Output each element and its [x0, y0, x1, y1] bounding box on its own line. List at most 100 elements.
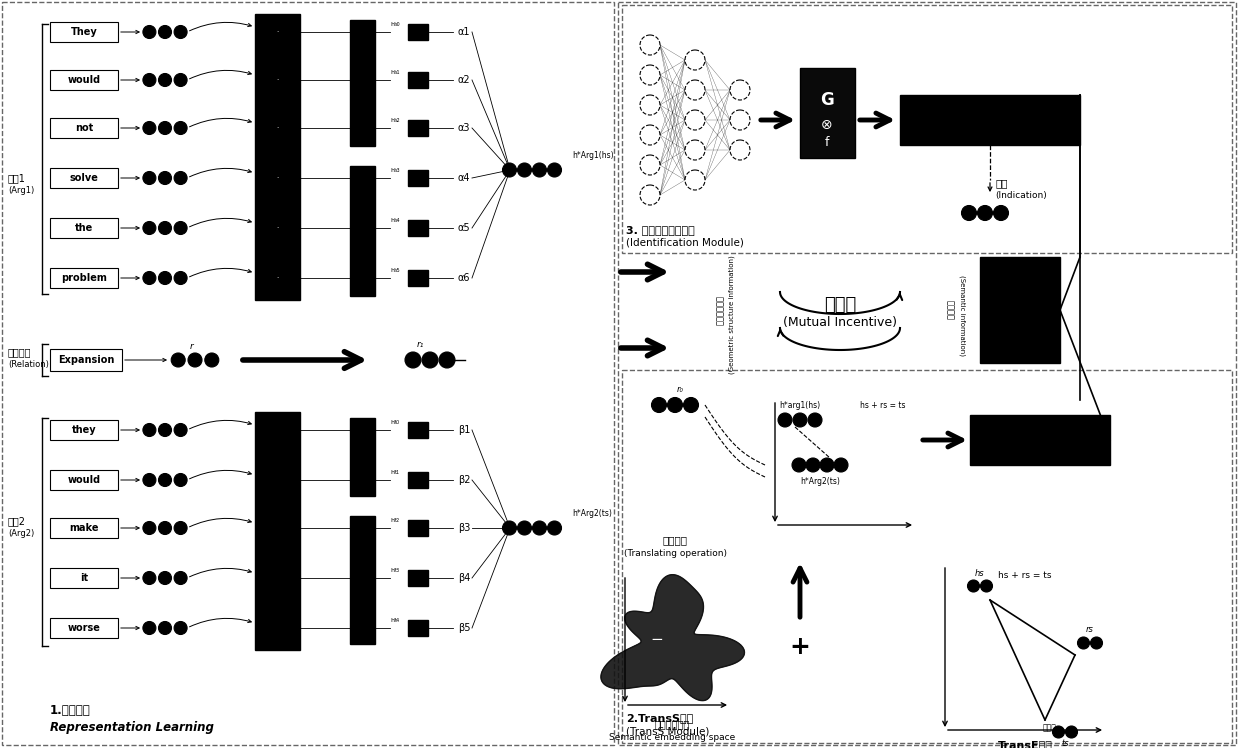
- Text: 篇章关系: 篇章关系: [7, 347, 31, 357]
- Text: the: the: [74, 223, 93, 233]
- Text: Expansion: Expansion: [58, 355, 114, 365]
- Text: solve: solve: [69, 173, 98, 183]
- Text: α3: α3: [458, 123, 470, 133]
- Bar: [618, 2, 1236, 745]
- Text: 语义信息: 语义信息: [945, 300, 955, 320]
- Circle shape: [143, 622, 156, 634]
- Bar: [350, 20, 374, 146]
- Circle shape: [159, 423, 171, 437]
- Text: h*Arg2(ts): h*Arg2(ts): [800, 476, 839, 485]
- Text: ·: ·: [275, 77, 278, 83]
- Text: β1: β1: [458, 425, 470, 435]
- Circle shape: [730, 110, 750, 130]
- Circle shape: [981, 580, 992, 592]
- Circle shape: [159, 571, 171, 584]
- Circle shape: [174, 622, 187, 634]
- Text: h': h': [391, 168, 396, 173]
- Bar: [622, 5, 1233, 253]
- Text: (Mutual Incentive): (Mutual Incentive): [782, 316, 897, 328]
- Circle shape: [1053, 726, 1064, 738]
- Circle shape: [174, 73, 187, 87]
- Circle shape: [806, 458, 820, 472]
- Text: r₀: r₀: [677, 384, 683, 393]
- Text: +: +: [790, 635, 811, 659]
- Bar: [50, 420, 118, 440]
- Text: (Identification Module): (Identification Module): [626, 237, 744, 247]
- Circle shape: [405, 352, 422, 368]
- Circle shape: [730, 80, 750, 100]
- Bar: [50, 618, 118, 638]
- Circle shape: [439, 352, 455, 368]
- Circle shape: [502, 163, 517, 177]
- Circle shape: [143, 272, 156, 284]
- Circle shape: [684, 50, 706, 70]
- Polygon shape: [601, 574, 744, 701]
- Circle shape: [640, 125, 660, 145]
- Bar: [408, 72, 428, 88]
- Text: h*arg1(hs): h*arg1(hs): [780, 400, 821, 409]
- Text: β2: β2: [458, 475, 470, 485]
- Bar: [408, 422, 428, 438]
- Text: β4: β4: [458, 573, 470, 583]
- Circle shape: [174, 171, 187, 185]
- Circle shape: [174, 473, 187, 486]
- Text: 2.TransS模块: 2.TransS模块: [626, 713, 693, 723]
- Bar: [408, 270, 428, 286]
- Circle shape: [517, 521, 532, 535]
- Text: ts: ts: [1061, 740, 1069, 748]
- Bar: [50, 568, 118, 588]
- Text: 1.表示学习: 1.表示学习: [50, 704, 91, 717]
- Text: f: f: [825, 135, 830, 149]
- Text: h*Arg1(hs): h*Arg1(hs): [572, 151, 614, 160]
- Text: (Relation): (Relation): [7, 360, 48, 369]
- Bar: [50, 118, 118, 138]
- Circle shape: [174, 25, 187, 38]
- Text: they: they: [72, 425, 97, 435]
- Bar: [350, 516, 374, 644]
- Circle shape: [1078, 637, 1090, 649]
- Text: not: not: [74, 123, 93, 133]
- Text: ·: ·: [275, 225, 278, 231]
- Circle shape: [835, 458, 848, 472]
- Text: s4: s4: [396, 218, 401, 223]
- Text: h': h': [391, 118, 396, 123]
- Text: α2: α2: [458, 75, 471, 85]
- Text: s2: s2: [396, 118, 401, 123]
- Text: 翻译操作: 翻译操作: [662, 535, 687, 545]
- Circle shape: [794, 413, 807, 427]
- Circle shape: [517, 163, 532, 177]
- Bar: [2, 2, 614, 745]
- Circle shape: [174, 423, 187, 437]
- Text: β3: β3: [458, 523, 470, 533]
- Text: s0: s0: [396, 22, 401, 27]
- Text: h': h': [391, 470, 396, 475]
- Circle shape: [684, 80, 706, 100]
- Text: They: They: [71, 27, 98, 37]
- Text: rs: rs: [1086, 625, 1094, 634]
- Text: h': h': [391, 618, 396, 623]
- Text: h': h': [391, 268, 396, 273]
- Text: α5: α5: [458, 223, 471, 233]
- Text: t2: t2: [396, 518, 401, 523]
- Bar: [50, 349, 122, 371]
- Circle shape: [159, 171, 171, 185]
- Text: (Arg2): (Arg2): [7, 529, 35, 538]
- Circle shape: [159, 272, 171, 284]
- Bar: [408, 120, 428, 136]
- Text: t3: t3: [396, 568, 401, 573]
- Circle shape: [640, 65, 660, 85]
- Bar: [255, 412, 300, 650]
- Circle shape: [808, 413, 822, 427]
- Text: h': h': [391, 22, 396, 27]
- Text: Semantic embedding space: Semantic embedding space: [609, 732, 735, 741]
- Text: s1: s1: [396, 70, 401, 75]
- Text: s3: s3: [396, 168, 401, 173]
- Text: t0: t0: [396, 420, 401, 425]
- Bar: [970, 415, 1110, 465]
- Bar: [408, 620, 428, 636]
- Text: r: r: [190, 342, 193, 351]
- Circle shape: [1065, 726, 1078, 738]
- Circle shape: [651, 397, 667, 412]
- Text: problem: problem: [61, 273, 107, 283]
- Text: t1: t1: [396, 470, 401, 475]
